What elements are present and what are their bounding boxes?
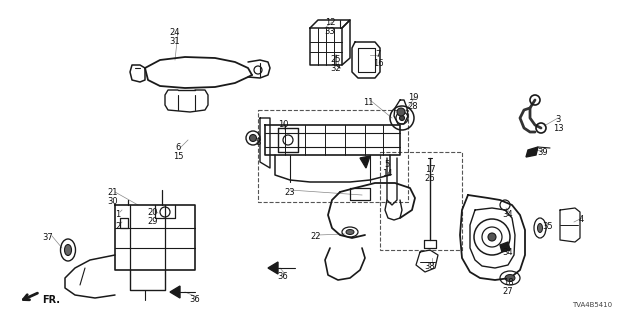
Text: 37: 37 (43, 233, 53, 242)
Circle shape (250, 134, 257, 141)
Text: 12
33: 12 33 (324, 18, 335, 36)
Text: 9: 9 (362, 158, 367, 167)
Polygon shape (360, 156, 370, 168)
Text: 2: 2 (115, 222, 120, 231)
Text: 8: 8 (255, 138, 260, 147)
Text: 18
27: 18 27 (502, 278, 513, 296)
Text: 22: 22 (311, 232, 321, 241)
Text: 21
30: 21 30 (108, 188, 118, 206)
Text: 20
29: 20 29 (148, 208, 158, 226)
Polygon shape (268, 262, 278, 274)
Text: 6
15: 6 15 (173, 143, 183, 161)
Bar (258, 110, 408, 202)
Bar (380, 152, 462, 250)
Text: 7
16: 7 16 (372, 50, 383, 68)
Text: 4: 4 (579, 215, 584, 224)
Text: 5
14: 5 14 (381, 160, 392, 178)
Circle shape (399, 116, 404, 121)
Text: FR.: FR. (42, 295, 60, 305)
Text: 23: 23 (285, 188, 295, 197)
Text: 38: 38 (424, 262, 435, 271)
Ellipse shape (65, 244, 72, 255)
Text: 25
32: 25 32 (331, 55, 341, 73)
Ellipse shape (346, 229, 354, 235)
Text: 19
28: 19 28 (408, 93, 419, 111)
Circle shape (397, 108, 405, 116)
Text: 11: 11 (363, 98, 373, 107)
Text: 3
13: 3 13 (553, 115, 563, 133)
Text: 36: 36 (189, 295, 200, 304)
Text: 1: 1 (115, 210, 120, 219)
Text: TVA4B5410: TVA4B5410 (572, 302, 612, 308)
Ellipse shape (538, 223, 543, 233)
Text: 35: 35 (543, 222, 554, 231)
Polygon shape (500, 242, 510, 252)
Text: 36: 36 (278, 272, 289, 281)
Polygon shape (526, 147, 538, 157)
Text: 10: 10 (278, 120, 288, 129)
Text: 24
31: 24 31 (170, 28, 180, 46)
Ellipse shape (505, 275, 515, 282)
Circle shape (488, 233, 496, 241)
Polygon shape (170, 286, 180, 298)
Text: 34: 34 (502, 248, 513, 257)
Text: 34: 34 (502, 210, 513, 219)
Text: 39: 39 (538, 148, 548, 157)
Text: 17
26: 17 26 (425, 165, 435, 183)
